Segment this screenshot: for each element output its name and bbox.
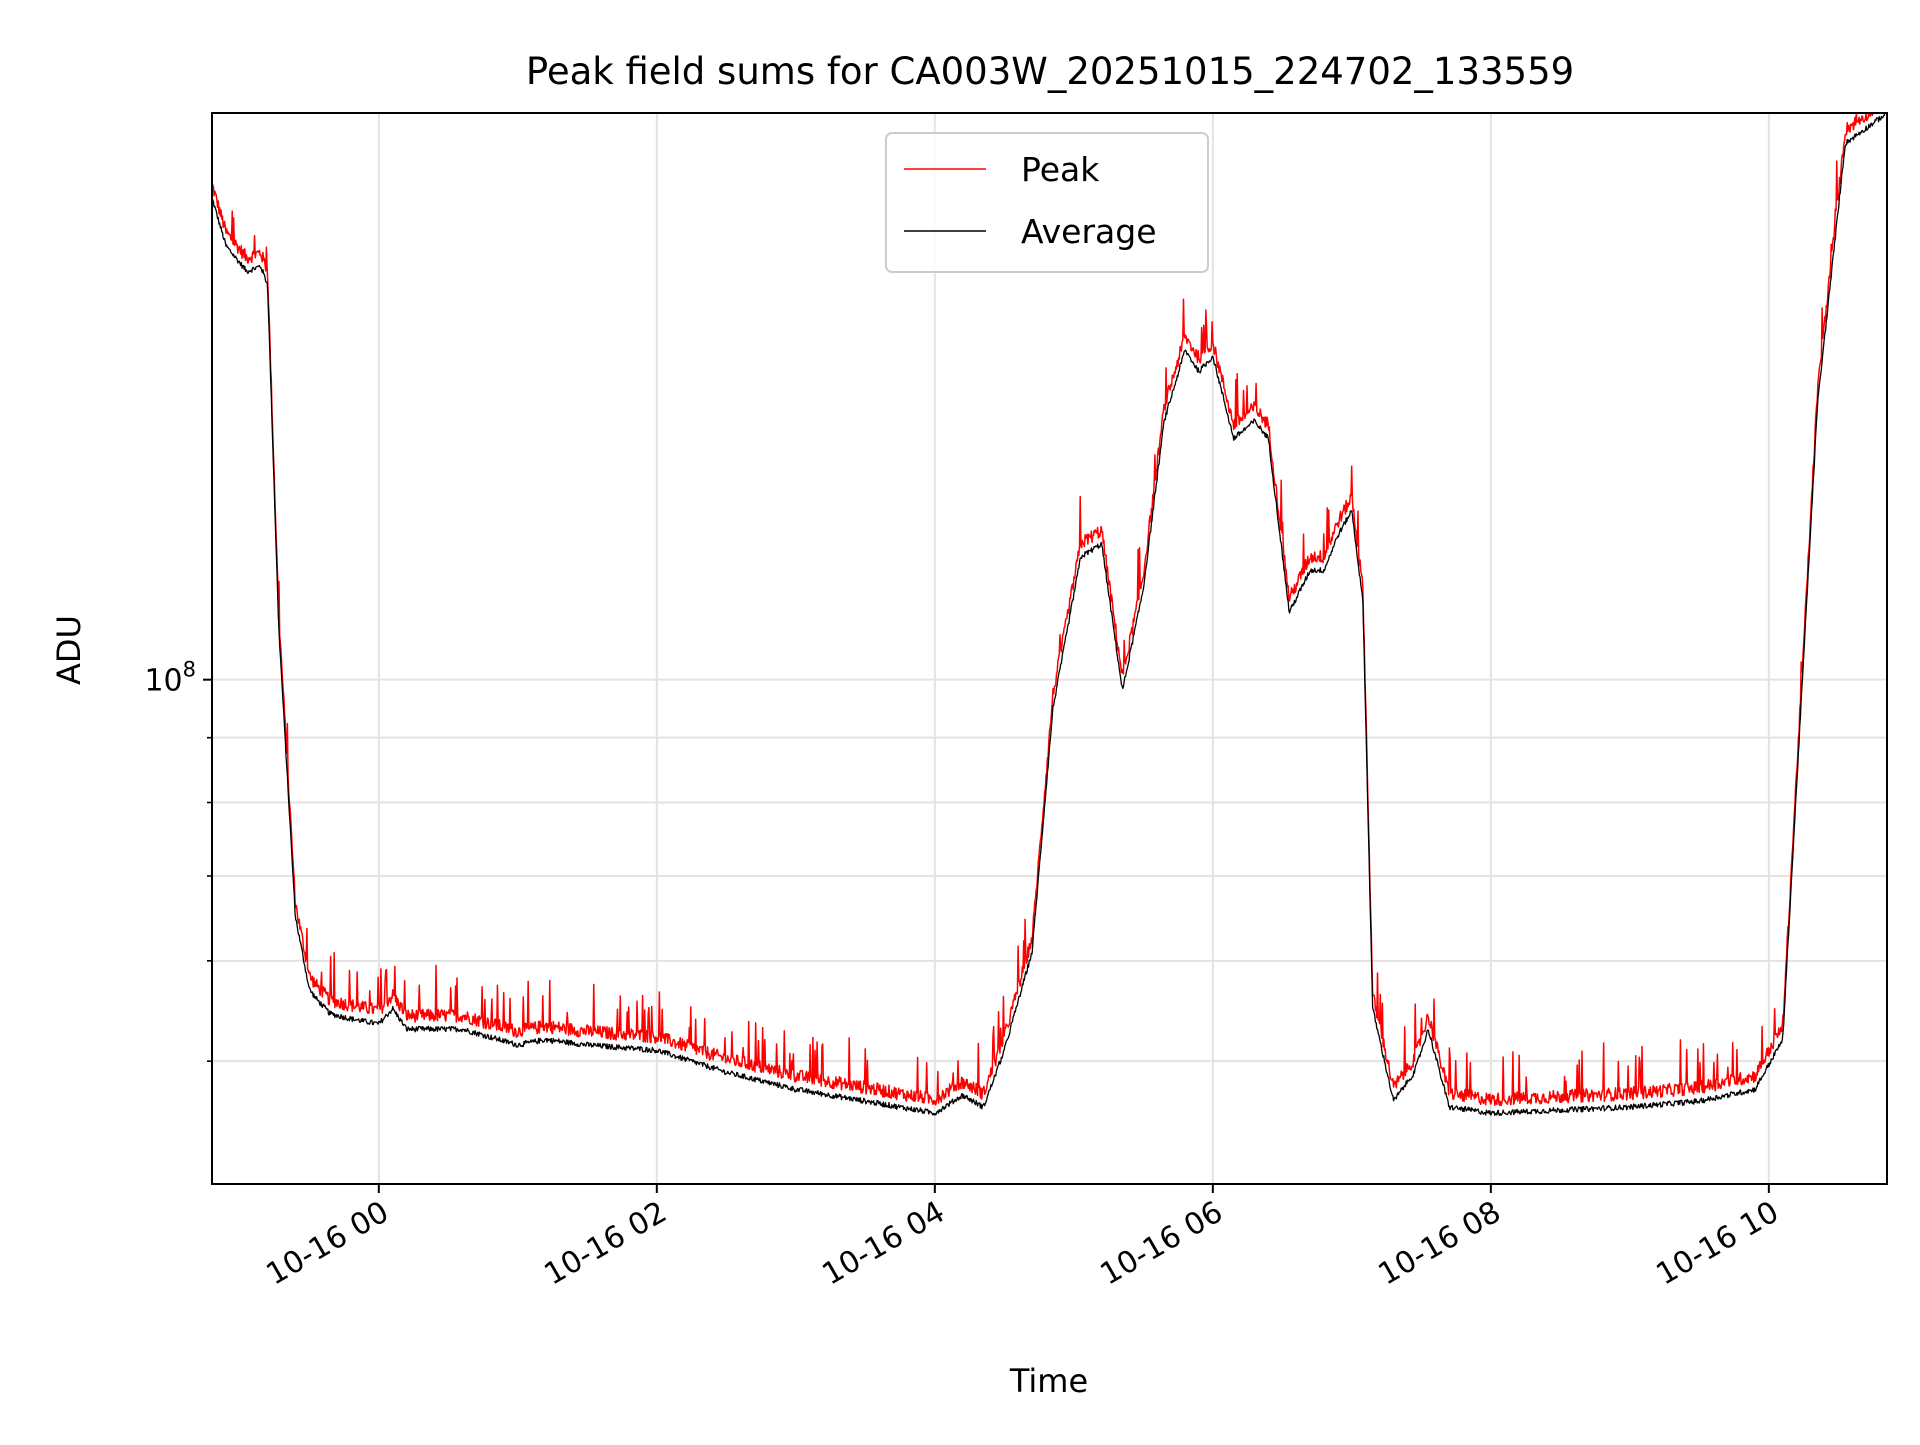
y-axis: 108 bbox=[144, 658, 212, 1062]
legend: Peak Average bbox=[885, 132, 1209, 273]
series-layer bbox=[211, 112, 1888, 1116]
x-axis-label: Time bbox=[1009, 1362, 1088, 1400]
chart-title: Peak field sums for CA003W_20251015_2247… bbox=[526, 50, 1574, 93]
series-line-peak bbox=[211, 112, 1888, 1107]
y-tick-label: 108 bbox=[144, 658, 196, 699]
legend-box bbox=[885, 132, 1209, 273]
grid bbox=[212, 113, 1887, 1184]
legend-average-label: Average bbox=[1021, 212, 1157, 251]
y-axis-label: ADU bbox=[50, 615, 88, 685]
plot-frame bbox=[211, 112, 1888, 1185]
series-line-average bbox=[211, 112, 1888, 1116]
legend-peak-label: Peak bbox=[1021, 150, 1100, 189]
